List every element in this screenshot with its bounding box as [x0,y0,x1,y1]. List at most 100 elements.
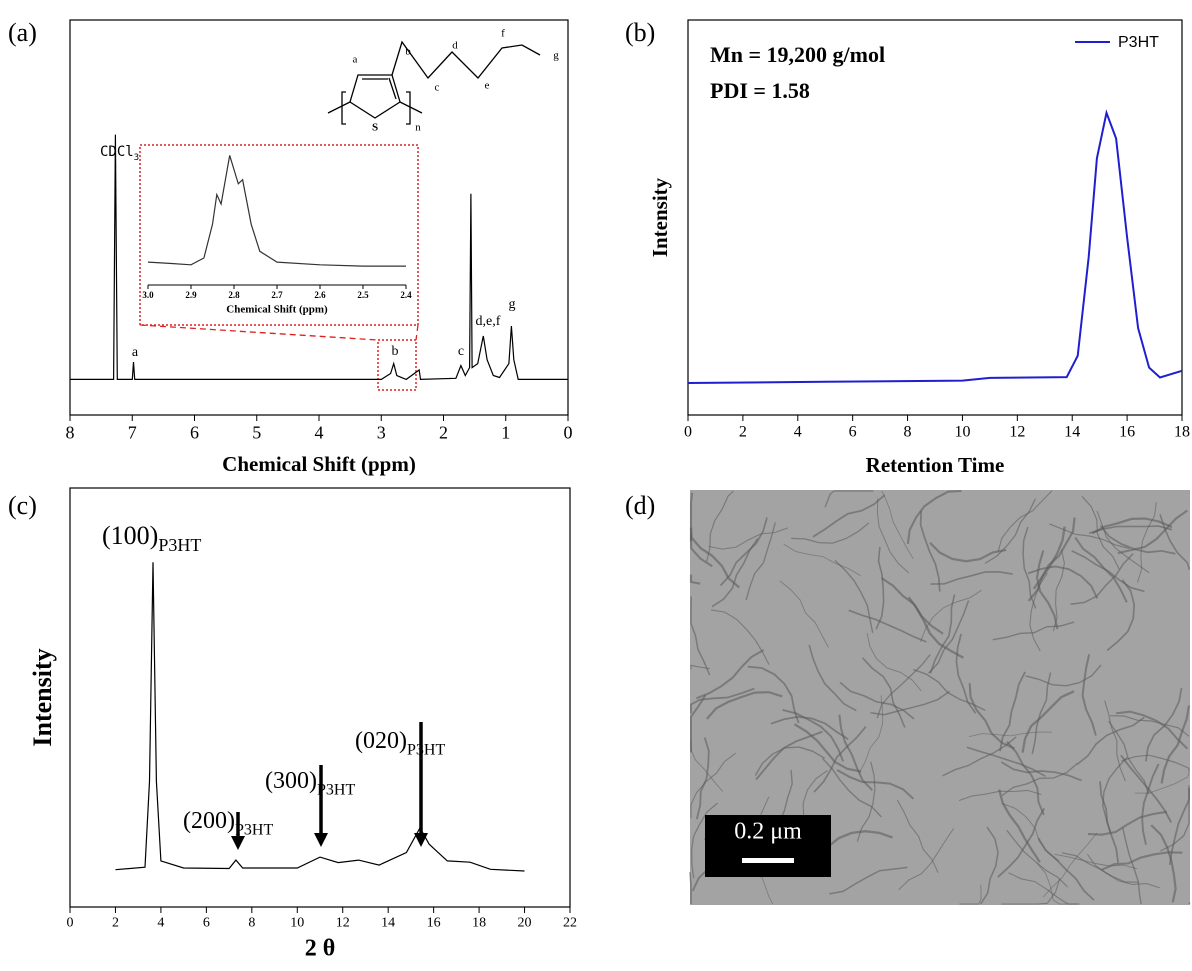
fiber [690,802,719,879]
x-tick-label: 3 [377,423,386,443]
annotation: g [509,297,516,312]
data-line [147,155,406,267]
structure-label: S [372,122,378,134]
x-tick-label: 2 [739,424,747,441]
x-tick-label: 2.4 [400,290,412,300]
annotation: d,e,f [476,314,501,329]
plot-frame [69,19,569,416]
fiber [708,527,789,550]
fiber [866,632,922,692]
x-tick-label: 14 [381,916,395,931]
x-axis-label: Chemical Shift (ppm) [222,452,416,476]
fiber [783,543,861,576]
fiber [1122,827,1142,905]
structure-label: g [553,50,559,62]
x-tick-label: 18 [472,916,486,931]
fiber [1150,824,1177,903]
fiber [1188,902,1191,905]
x-tick-label: 2.7 [271,290,283,300]
fiber [690,687,755,714]
annotation-text: b [392,344,399,359]
fiber [875,546,885,630]
x-tick-label: 18 [1174,424,1190,441]
fiber [719,517,768,587]
x-tick-label: 20 [518,916,532,931]
y-axis-label: Intensity [648,177,672,257]
x-tick-label: 2 [439,423,448,443]
fiber [861,657,906,728]
y-axis-label: Intensity [28,648,57,746]
annotation-subscript: P3HT [317,781,355,798]
x-tick-label: 10 [954,424,970,441]
legend-label: P3HT [1118,34,1159,51]
annotation: c [458,344,464,359]
annotation: (100)P3HT [102,521,201,555]
fiber [1120,754,1173,823]
fiber [1081,495,1120,570]
fiber [1006,829,1069,888]
fiber [998,789,1041,863]
structure-label: n [415,122,421,134]
x-tick-label: 16 [1119,424,1135,441]
annotation-text: a [132,345,139,360]
panel-label: (d) [625,491,655,520]
x-tick-label: 6 [203,916,210,931]
fiber [1037,837,1095,901]
x-tick-label: 1 [501,423,510,443]
plot-frame [69,487,571,908]
x-tick-label: 8 [904,424,912,441]
fiber [836,769,915,800]
x-tick-label: 7 [128,423,137,443]
scale-bar-label: 0.2 μm [734,819,802,845]
fiber [1137,502,1157,583]
fiber [919,510,941,592]
fiber [834,559,874,633]
annotation-text: g [509,297,516,312]
zoom-connector [415,324,419,341]
fiber [1087,810,1168,836]
fiber [999,671,1026,752]
fiber [1086,853,1160,889]
x-tick-label: 8 [66,423,75,443]
fiber [968,683,1016,750]
x-tick-label: 6 [190,423,199,443]
fiber [689,534,713,568]
fiber [898,828,955,891]
fiber [689,872,692,904]
data-line [70,134,568,381]
fiber [821,757,882,818]
fiber [929,594,956,674]
annotation: PDI = 1.58 [710,78,810,103]
fiber [959,884,982,905]
fiber [689,574,701,585]
x-tick-label: 6 [849,424,857,441]
fiber [770,715,849,740]
plot-frame [687,19,1183,416]
structure-label: e [485,80,490,92]
fiber [1076,716,1145,766]
x-tick-label: 14 [1064,424,1080,441]
fiber [1042,832,1098,898]
annotation-text: CDCl [100,144,134,160]
fiber [1049,523,1130,550]
fiber [690,664,710,670]
x-tick-label: 2 [112,916,119,931]
structure-label: b [405,46,411,58]
fiber [928,600,970,674]
data-line [115,562,525,872]
annotation: CDCl3 [100,144,139,162]
x-tick-label: 2.8 [228,290,240,300]
fiber [711,538,759,608]
fiber [1061,852,1139,883]
fiber [929,542,1007,563]
inset-frame [139,144,419,326]
fiber [1121,754,1190,771]
arrow-head [314,833,328,847]
fiber [706,490,734,562]
x-tick-label: 2.9 [185,290,197,300]
fiber [779,580,829,648]
x-tick-label: 8 [248,916,255,931]
fiber [997,808,1045,878]
x-tick-label: 2.5 [357,290,369,300]
fiber [984,498,1036,565]
